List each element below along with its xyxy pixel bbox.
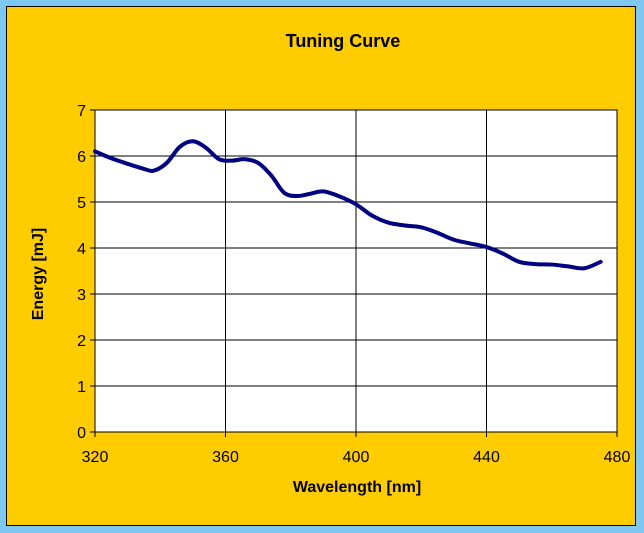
- y-tick-label: 7: [77, 103, 86, 120]
- x-tick-label: 400: [343, 449, 370, 466]
- y-tick-label: 4: [77, 241, 86, 258]
- y-tick-label: 6: [77, 149, 86, 166]
- x-axis-title: Wavelength [nm]: [293, 479, 421, 496]
- chart-panel: Tuning Curve 0 1 2 3 4 5 6 7 320 360 400 440 480 Wa…: [6, 6, 636, 526]
- gridlines: [95, 110, 617, 432]
- series-line-0: [93, 139, 603, 271]
- y-tick-label: 2: [77, 333, 86, 350]
- x-tick-label: 480: [604, 449, 631, 466]
- y-tick-label: 0: [77, 425, 86, 442]
- series-layer: [93, 139, 603, 271]
- x-tick-labels: 320 360 400 440 480: [82, 432, 631, 466]
- x-tick-label: 320: [82, 449, 109, 466]
- chart-title: Tuning Curve: [286, 31, 401, 51]
- x-tick-label: 360: [212, 449, 239, 466]
- y-tick-labels: 0 1 2 3 4 5 6 7: [77, 103, 95, 442]
- y-tick-label: 1: [77, 379, 86, 396]
- y-tick-label: 5: [77, 195, 86, 212]
- y-axis-title: Energy [mJ]: [30, 228, 47, 320]
- x-tick-label: 440: [473, 449, 500, 466]
- y-tick-label: 3: [77, 287, 86, 304]
- chart-svg: Tuning Curve 0 1 2 3 4 5 6 7 320 360 400 440 480 Wa…: [30, 31, 631, 496]
